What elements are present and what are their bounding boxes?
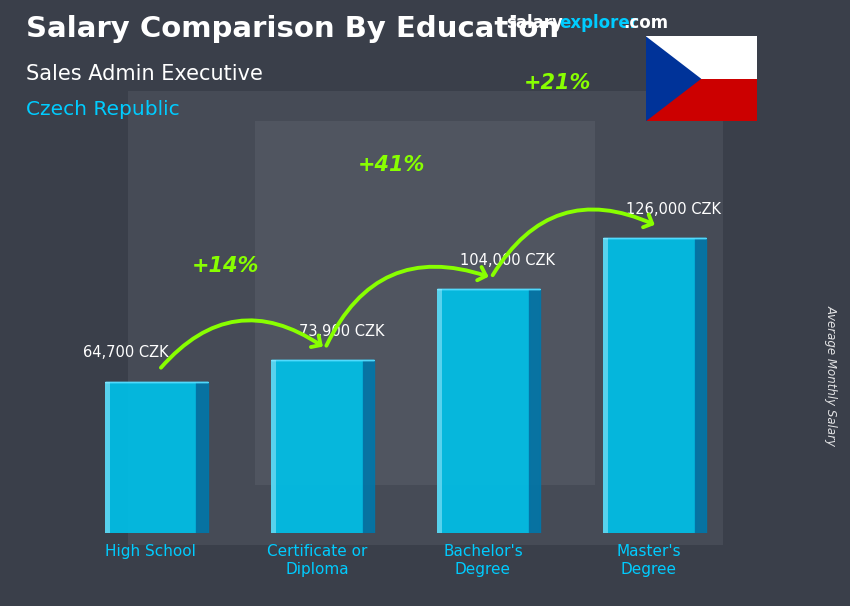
Text: 64,700 CZK: 64,700 CZK <box>83 345 169 361</box>
Text: 73,900 CZK: 73,900 CZK <box>299 324 384 339</box>
Polygon shape <box>196 382 208 533</box>
Text: 126,000 CZK: 126,000 CZK <box>626 202 722 216</box>
Bar <box>646 79 756 121</box>
Bar <box>646 36 756 79</box>
Polygon shape <box>363 360 374 533</box>
FancyBboxPatch shape <box>604 238 609 533</box>
Bar <box>128 91 722 545</box>
Polygon shape <box>646 36 701 121</box>
Bar <box>255 121 595 485</box>
Text: +41%: +41% <box>358 155 425 175</box>
Text: Sales Admin Executive: Sales Admin Executive <box>26 64 263 84</box>
Text: salary: salary <box>506 14 563 32</box>
Text: +21%: +21% <box>524 73 592 93</box>
Text: Salary Comparison By Education: Salary Comparison By Education <box>26 15 558 43</box>
FancyBboxPatch shape <box>271 360 276 533</box>
FancyBboxPatch shape <box>105 382 111 533</box>
FancyBboxPatch shape <box>437 289 442 533</box>
Polygon shape <box>694 238 706 533</box>
Text: Czech Republic: Czech Republic <box>26 100 179 119</box>
FancyBboxPatch shape <box>604 238 694 533</box>
Text: explorer: explorer <box>559 14 638 32</box>
FancyBboxPatch shape <box>271 360 363 533</box>
Text: .com: .com <box>623 14 668 32</box>
Text: Average Monthly Salary: Average Monthly Salary <box>824 305 837 446</box>
FancyBboxPatch shape <box>437 289 529 533</box>
FancyBboxPatch shape <box>105 382 196 533</box>
Text: +14%: +14% <box>192 256 259 276</box>
Polygon shape <box>529 289 541 533</box>
Text: 104,000 CZK: 104,000 CZK <box>461 253 555 268</box>
